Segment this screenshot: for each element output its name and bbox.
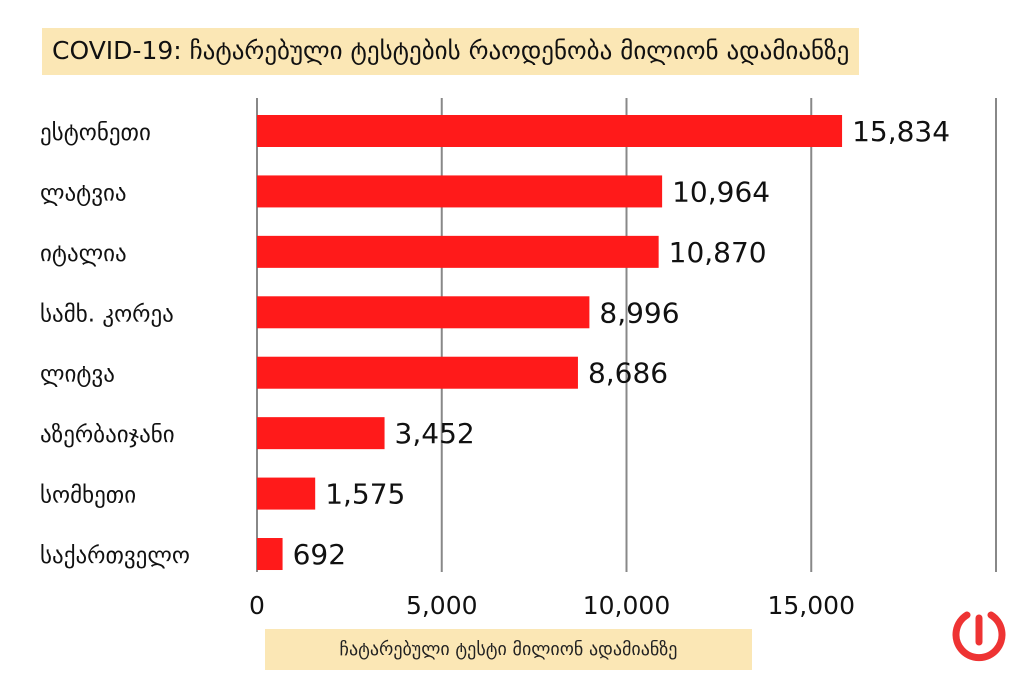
chart-title: COVID-19: ჩატარებული ტესტების რაოდენობა … — [42, 28, 860, 75]
data-label: 15,834 — [852, 115, 950, 148]
category-label: სამხ. კორეა — [40, 301, 174, 327]
bar — [257, 538, 283, 571]
category-label: საქართველო — [40, 543, 190, 569]
x-tick-label: 10,000 — [583, 591, 670, 620]
category-label: სომხეთი — [40, 483, 136, 509]
data-label: 8,996 — [599, 296, 679, 329]
x-axis-label: ჩატარებული ტესტი მილიონ ადამიანზე — [265, 629, 752, 670]
bar — [257, 417, 385, 450]
data-label: 10,870 — [669, 236, 767, 269]
category-label: ესტონეთი — [40, 120, 151, 146]
data-label: 10,964 — [672, 175, 770, 208]
pause-power-icon — [952, 611, 1006, 662]
bar — [257, 175, 663, 208]
bar — [257, 235, 659, 268]
category-label: ლიტვა — [40, 362, 115, 388]
category-label: ლატვია — [40, 180, 127, 206]
data-label: 3,452 — [395, 417, 475, 450]
category-label: აზერბაიჯანი — [40, 422, 175, 448]
category-label: იტალია — [40, 241, 127, 267]
bar — [257, 477, 316, 510]
x-tick-label: 5,000 — [406, 591, 478, 620]
bar — [257, 356, 578, 389]
data-label: 692 — [293, 538, 346, 571]
x-tick-label: 0 — [249, 591, 265, 620]
x-tick-label: 15,000 — [768, 591, 855, 620]
bar — [257, 296, 590, 329]
data-label: 8,686 — [588, 357, 668, 390]
bar — [257, 115, 843, 147]
data-label: 1,575 — [325, 478, 405, 511]
